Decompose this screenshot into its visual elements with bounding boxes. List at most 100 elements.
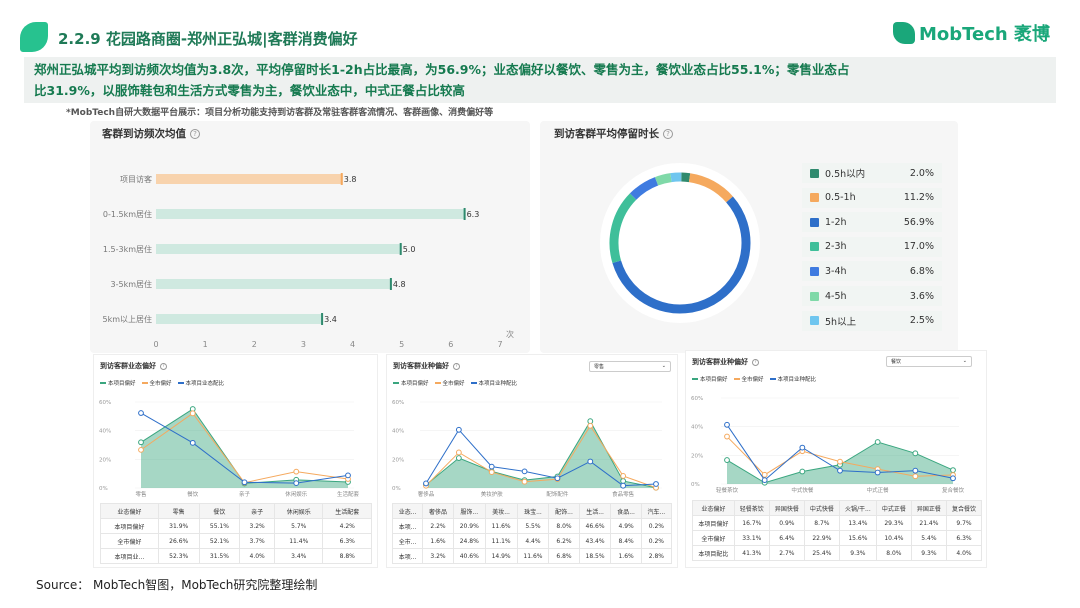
retail-table: 业态... 奢侈品 服饰... 美妆... 珠宝... 配饰... 生活... 食品... 汽车… <box>391 503 673 564</box>
series-point <box>799 468 806 475</box>
help-icon[interactable]: ? <box>190 129 200 139</box>
series-point <box>423 480 429 487</box>
category-label: 3-5km居住 <box>111 279 153 289</box>
legend-swatch <box>810 291 819 301</box>
table-cell: 3.7% <box>239 533 276 549</box>
source-note: Source： MobTech智图，MobTech研究院整理绘制 <box>36 578 318 592</box>
table-cell: 31.9% <box>157 518 200 534</box>
table-cell: 29.3% <box>875 515 912 531</box>
x-tick-label: 生活配套 <box>337 490 360 498</box>
x-tick-label: 奢侈品 <box>418 490 435 498</box>
series-point <box>950 475 956 482</box>
bar <box>156 279 392 289</box>
donut-background <box>600 163 760 323</box>
legend-row: 1-2h 56.9% <box>802 212 942 233</box>
table-cell: 本项目业... <box>100 548 159 564</box>
table-cell: 5.5% <box>516 518 550 534</box>
retail-line-chart: 0% 20% 40% 60% 奢侈品 美妆护肤 配饰配件 食品零售 <box>392 400 662 498</box>
table-cell: 零售 <box>157 503 200 519</box>
series-point <box>138 439 144 446</box>
bar-value-label: 5.0 <box>403 245 416 254</box>
series-point <box>488 469 495 475</box>
series-point <box>587 418 594 425</box>
biz-line-chart: 0% 20% 40% 60% 零售 餐饮 亲子 休闲娱乐 生活配套 <box>99 400 360 498</box>
series-point <box>554 475 561 482</box>
table-cell: 43.4% <box>578 533 612 549</box>
legend-item: 全市偏好 <box>141 379 172 387</box>
table-cell: 业态... <box>391 503 424 519</box>
table-cell: 2.8% <box>640 548 673 564</box>
table-cell: 18.5% <box>578 548 612 564</box>
help-icon[interactable]: ? <box>453 362 460 370</box>
summary-line-2: 比31.9%，以服饰鞋包和生活方式零售为主，餐饮业态中，中式正餐占比较高 <box>34 83 465 98</box>
y-tick-label: 40% <box>99 429 111 435</box>
legend-row: 4-5h 3.6% <box>802 286 942 306</box>
category-label: 0-1.5km居住 <box>103 209 152 219</box>
series-point <box>620 478 627 484</box>
legend-label: 0.5h以内 <box>825 169 866 180</box>
retail-category-select[interactable]: 零售 ⌄ <box>589 361 671 372</box>
help-icon[interactable]: ? <box>663 129 673 139</box>
series-point <box>521 468 528 475</box>
table-cell: 生活配套 <box>322 503 372 519</box>
platform-note: *MobTech自研大数据平台展示：项目分析功能支持到访客群及常驻客群客流情况、… <box>66 108 494 118</box>
table-cell: 5.4% <box>910 530 947 546</box>
series-point <box>837 467 843 474</box>
table-cell: 休闲娱乐 <box>274 503 324 519</box>
series-point <box>761 477 768 484</box>
bar-end-marker <box>463 208 466 220</box>
help-icon[interactable]: ? <box>752 358 759 366</box>
help-icon[interactable]: ? <box>160 362 167 370</box>
food-line-chart: 0% 20% 40% 60% 轻餐茶饮 中式快餐 中式正餐 复合餐饮 <box>691 396 964 494</box>
table-cell: 15.6% <box>838 530 877 546</box>
table-cell: 31.5% <box>198 548 241 564</box>
table-cell: 8.0% <box>875 545 912 561</box>
y-tick-label: 40% <box>392 429 404 435</box>
x-tick-label: 6 <box>448 340 453 349</box>
table-row: 全市... 1.6% 24.8% 11.1% 4.4% 6.2% 43.4% 8.4% 0.2% <box>391 533 673 549</box>
food-category-select[interactable]: 餐饮 ⌄ <box>886 356 972 367</box>
table-row: 全市偏好 33.1% 6.4% 22.9% 15.6% 10.4% 5.4% 6.3% <box>692 530 983 546</box>
table-cell: 轻餐茶饮 <box>733 500 770 516</box>
series-point <box>138 446 144 453</box>
table-row: 本项目偏好 16.7% 0.9% 8.7% 13.4% 29.3% 21.4% 9.7% <box>692 515 983 531</box>
table-cell: 40.6% <box>452 548 486 564</box>
legend-swatch <box>810 168 819 178</box>
bar <box>156 174 343 184</box>
chevron-down-icon: ⌄ <box>661 363 666 369</box>
legend-swatch <box>810 266 819 276</box>
table-cell: 6.3% <box>945 530 983 546</box>
table-cell: 25.4% <box>803 545 840 561</box>
table-cell: 本项目配比 <box>692 545 735 561</box>
table-cell: 11.1% <box>484 533 518 549</box>
series-point <box>241 479 248 486</box>
table-cell: 26.6% <box>157 533 200 549</box>
series-point <box>521 478 528 485</box>
legend-item: 本项目偏好 <box>692 375 728 383</box>
category-label: 项目访客 <box>120 174 152 184</box>
table-cell: 55.1% <box>198 518 241 534</box>
table-cell: 服饰... <box>452 503 486 519</box>
table-cell: 奢侈品 <box>422 503 454 519</box>
series-point <box>189 410 196 417</box>
legend-swatch <box>810 316 819 326</box>
bar-end-marker <box>389 278 392 290</box>
y-tick-label: 60% <box>99 400 111 406</box>
food-legend: 本项目偏好 全市偏好 本项目业种配比 <box>692 375 816 383</box>
table-cell: 业态偏好 <box>692 500 735 516</box>
table-cell: 美妆... <box>484 503 518 519</box>
x-tick-label: 餐饮 <box>187 490 199 498</box>
table-cell: 11.6% <box>516 548 550 564</box>
header-leaf-icon <box>20 22 48 52</box>
series-point <box>912 473 919 480</box>
series-point <box>345 472 351 479</box>
legend-item: 全市偏好 <box>733 375 764 383</box>
table-row: 本项... 3.2% 40.6% 14.9% 11.6% 6.8% 18.5% 1.6% 2.8… <box>391 548 673 564</box>
table-cell: 1.6% <box>422 533 454 549</box>
table-cell: 本项目偏好 <box>692 515 735 531</box>
table-cell: 6.3% <box>322 533 372 549</box>
table-cell: 5.7% <box>274 518 324 534</box>
table-cell: 16.7% <box>733 515 770 531</box>
series-line <box>425 424 657 489</box>
table-cell: 8.8% <box>322 548 372 564</box>
